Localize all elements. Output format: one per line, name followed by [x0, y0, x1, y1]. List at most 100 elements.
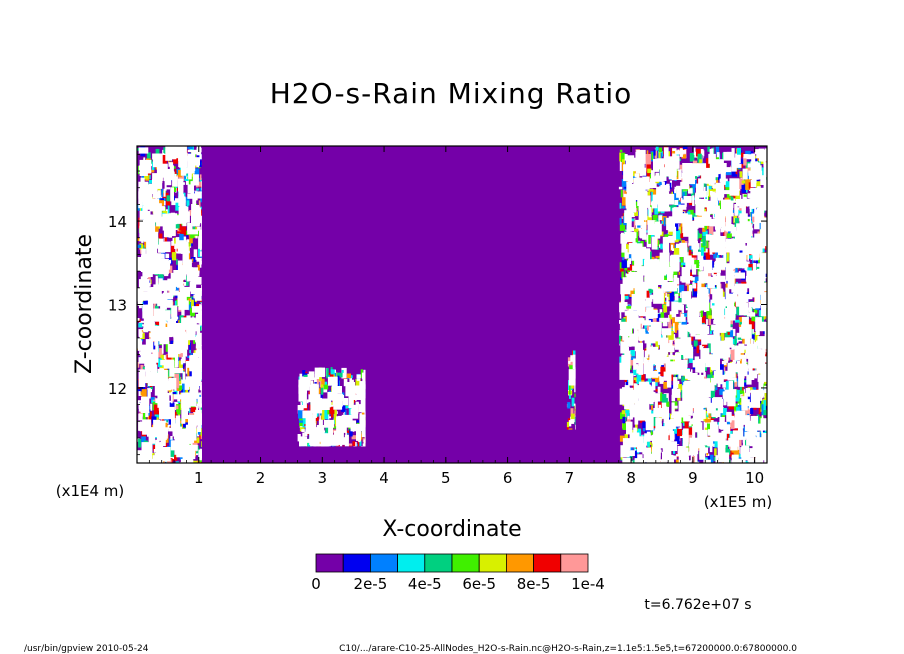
contour-cell — [187, 149, 192, 153]
contour-cell — [680, 198, 686, 205]
contour-cell — [624, 409, 630, 418]
contour-cell — [658, 147, 663, 152]
contour-cell — [651, 405, 653, 410]
contour-cell — [663, 282, 675, 292]
contour-cell — [695, 334, 706, 340]
region-mid-low-cluster — [297, 367, 366, 447]
contour-cell — [150, 163, 154, 167]
contour-cell — [336, 416, 344, 426]
contour-cell — [158, 238, 164, 253]
contour-cell — [685, 368, 691, 379]
contour-cell — [720, 413, 723, 421]
contour-cell — [303, 438, 314, 443]
contour-cell — [727, 394, 736, 407]
contour-cell — [641, 222, 647, 236]
contour-cell — [748, 307, 752, 313]
contour-cell — [570, 416, 575, 424]
contour-cell — [646, 162, 651, 173]
contour-cell — [619, 435, 625, 442]
contour-cell — [738, 354, 747, 359]
contour-cell — [308, 392, 311, 403]
contour-cell — [688, 285, 693, 292]
contour-cell — [348, 445, 352, 447]
contour-cell — [192, 306, 202, 313]
contour-cell — [179, 220, 182, 231]
contour-cell — [747, 193, 751, 199]
contour-cell — [721, 361, 727, 366]
contour-cell — [165, 220, 170, 236]
contour-cell — [146, 152, 151, 159]
contour-cell — [160, 354, 165, 363]
contour-cell — [195, 314, 202, 324]
contour-cell — [622, 162, 625, 171]
contour-cell — [199, 251, 202, 257]
contour-cell — [327, 414, 330, 424]
contour-cell — [185, 179, 189, 185]
contour-cell — [692, 195, 695, 206]
contour-cell — [193, 350, 197, 356]
contour-cell — [155, 275, 159, 286]
contour-cell — [750, 334, 756, 340]
contour-cell — [152, 191, 161, 199]
contour-cell — [756, 268, 766, 282]
contour-cell — [750, 408, 754, 415]
contour-cell — [305, 424, 313, 434]
contour-cell — [725, 448, 731, 455]
contour-cell — [164, 264, 169, 277]
contour-cell — [708, 342, 711, 353]
contour-cell — [723, 452, 730, 463]
contour-cell — [302, 370, 306, 379]
contour-cell — [163, 188, 166, 197]
contour-cell — [684, 417, 689, 429]
contour-cell — [138, 369, 146, 387]
contour-cell — [163, 228, 170, 238]
contour-cell — [754, 292, 760, 309]
contour-cell — [756, 429, 759, 434]
contour-cell — [170, 436, 173, 440]
contour-cell — [751, 315, 755, 322]
contour-cell — [715, 257, 726, 270]
contour-cell — [163, 380, 172, 391]
contour-cell — [154, 338, 158, 346]
contour-cell — [333, 409, 337, 421]
contour-cell — [630, 350, 636, 357]
contour-cell — [624, 231, 636, 243]
contour-cell — [675, 459, 680, 463]
contour-cell — [760, 229, 766, 239]
contour-cell — [153, 444, 157, 452]
contour-cell — [719, 364, 724, 375]
contour-cell — [711, 324, 721, 331]
contour-cell — [760, 302, 767, 317]
contour-cell — [196, 257, 202, 262]
contour-cell — [169, 392, 172, 396]
contour-cell — [680, 177, 684, 180]
contour-cell — [180, 379, 185, 386]
contour-cell — [746, 154, 753, 160]
contour-cell — [697, 153, 702, 164]
contour-cell — [716, 308, 723, 322]
contour-cell — [749, 283, 760, 298]
contour-cell — [138, 413, 143, 421]
contour-cell — [675, 316, 686, 322]
contour-cell — [710, 193, 718, 206]
contour-cell — [668, 235, 675, 243]
contour-cell — [327, 409, 331, 415]
contour-cell — [152, 153, 163, 168]
contour-cell — [674, 322, 677, 333]
contour-cell — [186, 233, 188, 238]
contour-cell — [729, 330, 734, 338]
contour-cell — [193, 222, 196, 233]
contour-cell — [137, 450, 143, 463]
contour-cell — [667, 433, 671, 438]
contour-cell — [174, 411, 177, 420]
contour-cell — [140, 332, 145, 339]
contour-cell — [140, 190, 150, 202]
contour-cell — [182, 371, 186, 383]
contour-cell — [695, 183, 701, 194]
contour-cell — [721, 199, 731, 211]
contour-cell — [643, 415, 647, 427]
contour-cell — [678, 204, 687, 210]
contour-cell — [648, 326, 652, 337]
contour-cell — [691, 243, 700, 250]
contour-cell — [637, 225, 641, 228]
